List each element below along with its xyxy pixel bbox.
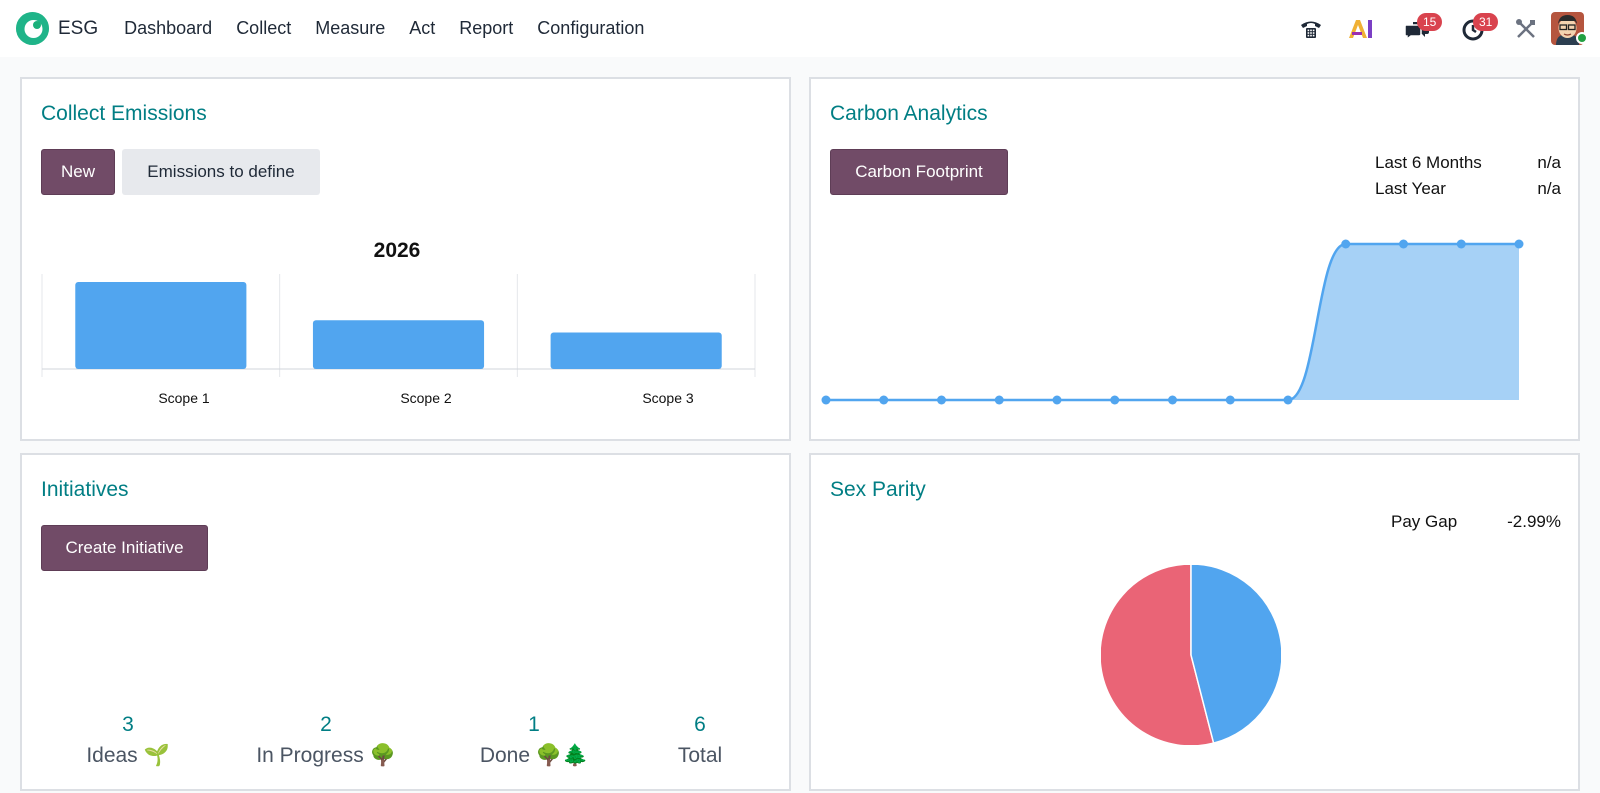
carbon-data-point	[821, 395, 831, 405]
carbon-data-point	[1341, 239, 1351, 249]
messages-button[interactable]: 15	[1399, 0, 1443, 57]
menu-collect[interactable]: Collect	[236, 18, 292, 38]
menu-report[interactable]: Report	[459, 18, 514, 38]
menu-measure[interactable]: Measure	[315, 18, 386, 38]
app-brand[interactable]: ESG	[16, 12, 98, 45]
carbon-analytics-card: Carbon Analytics Carbon Footprint Last 6…	[809, 77, 1580, 441]
debug-tools-button[interactable]	[1511, 0, 1541, 57]
carbon-area-fill	[826, 244, 1519, 400]
menu-configuration[interactable]: Configuration	[537, 18, 645, 38]
user-menu-button[interactable]	[1551, 0, 1588, 57]
ai-icon	[1349, 19, 1372, 38]
last-6-months-value: n/a	[1537, 153, 1561, 172]
sex-parity-title: Sex Parity	[830, 478, 926, 501]
app-name: ESG	[58, 17, 99, 39]
phone-button[interactable]	[1293, 0, 1329, 57]
phone-icon	[1301, 21, 1321, 38]
menu-act[interactable]: Act	[409, 18, 436, 38]
ideas-label[interactable]: Ideas 🌱	[86, 744, 170, 767]
main-menu: Dashboard Collect Measure Act Report Con…	[112, 18, 656, 39]
carbon-data-point	[1514, 239, 1524, 249]
pie-slice	[1190, 565, 1281, 745]
carbon-area-chart	[821, 239, 1524, 405]
scope-bar-chart	[41, 274, 756, 377]
top-navbar: ESG Dashboard Collect Measure Act Report…	[0, 0, 1600, 57]
collect-emissions-title: Collect Emissions	[41, 102, 207, 125]
carbon-data-point	[1283, 395, 1293, 405]
initiatives-card: Initiatives Create Initiative 3 Ideas 🌱 …	[20, 453, 791, 791]
initiatives-title: Initiatives	[41, 478, 129, 501]
activities-button[interactable]: 31	[1455, 0, 1499, 57]
in-progress-count[interactable]: 2	[320, 713, 332, 736]
ai-button[interactable]	[1343, 0, 1379, 57]
done-count[interactable]: 1	[528, 713, 540, 736]
last-6-months-label: Last 6 Months	[1375, 153, 1482, 172]
pay-gap-value: -2.99%	[1507, 512, 1561, 531]
pay-gap-label: Pay Gap	[1391, 512, 1458, 531]
create-initiative-button[interactable]: Create Initiative	[41, 525, 208, 571]
systray: 15 31	[1293, 0, 1600, 57]
ideas-count[interactable]: 3	[122, 713, 134, 736]
sex-parity-pie-chart	[1101, 565, 1281, 745]
app-logo-icon	[16, 12, 49, 45]
scope-bar	[312, 320, 485, 369]
done-label[interactable]: Done 🌳🌲	[479, 744, 589, 767]
carbon-data-point	[1399, 239, 1408, 249]
pie-slice	[1101, 565, 1215, 745]
bar-tick-label: Scope 1	[158, 390, 210, 406]
collect-emissions-card: Collect Emissions New Emissions to defin…	[20, 77, 791, 441]
bar-tick-label: Scope 2	[400, 390, 452, 406]
sex-parity-card: Sex Parity Pay Gap -2.99%	[809, 453, 1580, 791]
bar-chart-title: 2026	[373, 239, 421, 262]
tools-icon	[1516, 18, 1535, 38]
activities-count-badge: 31	[1473, 13, 1499, 31]
carbon-data-point	[879, 395, 889, 405]
carbon-data-point	[1225, 395, 1235, 405]
last-year-value: n/a	[1537, 179, 1561, 198]
carbon-data-point	[937, 395, 946, 405]
online-status-dot	[1576, 32, 1588, 44]
messages-count-badge: 15	[1417, 13, 1443, 31]
carbon-data-point	[994, 395, 1004, 405]
in-progress-label[interactable]: In Progress 🌳	[256, 744, 396, 767]
new-emission-button[interactable]: New	[41, 149, 115, 195]
total-count[interactable]: 6	[694, 713, 706, 736]
last-year-label: Last Year	[1375, 179, 1446, 198]
carbon-data-point	[1052, 395, 1062, 405]
menu-dashboard[interactable]: Dashboard	[124, 18, 213, 38]
scope-bar	[75, 282, 247, 369]
carbon-data-point	[1168, 395, 1177, 405]
carbon-data-point	[1110, 395, 1120, 405]
scope-bar	[550, 332, 722, 369]
carbon-analytics-title: Carbon Analytics	[830, 102, 988, 125]
carbon-footprint-button[interactable]: Carbon Footprint	[830, 149, 1008, 195]
bar-tick-label: Scope 3	[642, 390, 694, 406]
carbon-data-point	[1456, 239, 1466, 249]
emissions-to-define-button[interactable]: Emissions to define	[122, 149, 320, 195]
total-label[interactable]: Total	[677, 744, 723, 767]
